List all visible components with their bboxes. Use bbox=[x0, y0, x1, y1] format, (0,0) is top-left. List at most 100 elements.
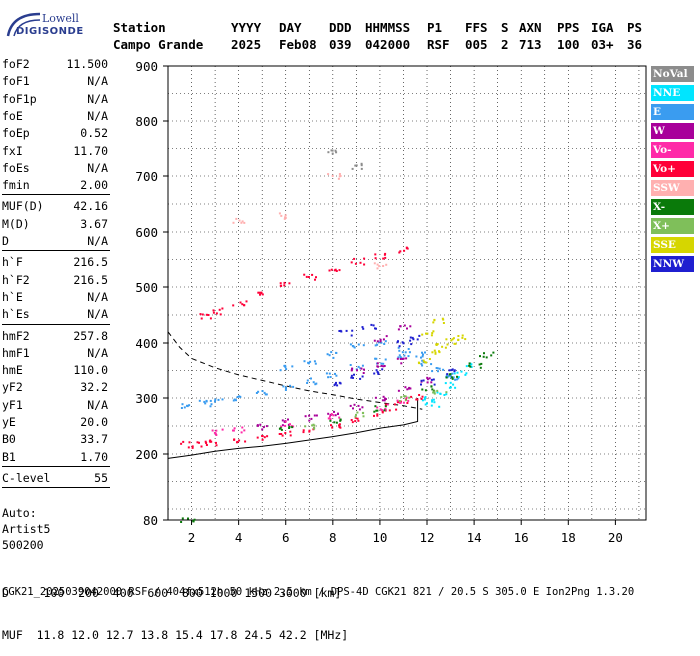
echo-point-e bbox=[205, 400, 208, 403]
echo-point-vo bbox=[384, 403, 387, 406]
echo-point-vo bbox=[335, 270, 338, 272]
echo-point-vo bbox=[330, 413, 333, 415]
echo-point-w bbox=[373, 339, 376, 342]
echo-point-x bbox=[376, 409, 379, 412]
echo-point-nne bbox=[464, 373, 467, 376]
echo-point-e bbox=[408, 351, 411, 354]
muf-distance-table: D 100 200 400 600 800 1000 1500 3000 [km… bbox=[2, 558, 348, 656]
echo-point-noval bbox=[354, 164, 357, 167]
echo-point-w bbox=[363, 368, 365, 371]
logo-arc-icon bbox=[6, 12, 41, 37]
echo-point-e bbox=[309, 360, 312, 363]
header-value-8: 713 bbox=[519, 37, 542, 52]
echo-point-x bbox=[375, 409, 378, 412]
echo-point-w bbox=[313, 414, 316, 417]
param-row-fof1: foF1 N/A bbox=[2, 74, 108, 90]
param-value: N/A bbox=[87, 345, 108, 360]
echo-point-vo bbox=[260, 292, 263, 295]
echo-point-vo bbox=[209, 439, 212, 442]
echo-point-nnw bbox=[333, 384, 336, 387]
param-value: 42.16 bbox=[73, 199, 108, 214]
echo-point-vo bbox=[182, 440, 185, 443]
echo-point-vo bbox=[407, 399, 410, 402]
echo-point-e bbox=[449, 374, 452, 377]
echo-point-vo bbox=[200, 317, 203, 320]
echo-point-nne bbox=[431, 400, 434, 403]
echo-point-nne bbox=[457, 376, 460, 379]
echo-point-x bbox=[482, 355, 485, 358]
param-value: 32.2 bbox=[80, 380, 108, 395]
echo-point-ssw bbox=[337, 177, 340, 180]
echo-point-w bbox=[315, 414, 318, 417]
echo-point-e bbox=[289, 384, 292, 387]
echo-point-nne bbox=[470, 366, 473, 368]
echo-point-e bbox=[214, 400, 216, 403]
echo-point-vo bbox=[384, 256, 387, 259]
echo-point-e bbox=[431, 370, 434, 373]
echo-point-e bbox=[403, 354, 406, 357]
echo-point-sse bbox=[452, 337, 455, 340]
auto-scaling-1: Artist5 bbox=[2, 522, 51, 537]
echo-point-w bbox=[426, 378, 429, 381]
echo-point-x bbox=[451, 377, 454, 380]
echo-point-w bbox=[381, 399, 384, 402]
x-tick-label: 14 bbox=[467, 530, 482, 545]
echo-point-x bbox=[430, 385, 433, 388]
x-tick-label: 16 bbox=[514, 530, 529, 545]
echo-point-e bbox=[264, 393, 267, 396]
echo-point-vo bbox=[398, 251, 401, 254]
echo-point-vo bbox=[379, 408, 382, 411]
echo-point-vo bbox=[331, 426, 334, 429]
echo-point-e bbox=[235, 399, 237, 402]
echo-point-sse bbox=[433, 319, 436, 322]
echo-point-sse bbox=[442, 322, 445, 324]
echo-point-vo bbox=[374, 257, 377, 260]
echo-point-vo bbox=[416, 398, 419, 401]
echo-point-w bbox=[409, 325, 412, 328]
echo-point-x bbox=[355, 413, 357, 416]
echo-point-sse bbox=[461, 334, 464, 337]
header-label-9: PPS bbox=[557, 20, 580, 35]
echo-point-e bbox=[349, 364, 352, 366]
echo-point-w bbox=[426, 381, 429, 384]
echo-point-e bbox=[209, 405, 212, 408]
echo-point-nnw bbox=[397, 340, 399, 343]
echo-point-e bbox=[232, 399, 235, 402]
y-tick-label: 900 bbox=[135, 59, 158, 74]
echo-point-nnw bbox=[352, 376, 354, 379]
echo-point-e bbox=[307, 362, 310, 365]
param-separator bbox=[2, 323, 110, 325]
echo-point-e bbox=[454, 378, 457, 381]
echo-point-e bbox=[265, 393, 268, 396]
echo-point-vo bbox=[244, 440, 247, 443]
param-value: 55 bbox=[94, 470, 108, 485]
echo-point-noval bbox=[331, 149, 334, 152]
echo-point-x bbox=[479, 366, 482, 369]
echo-point-vo bbox=[303, 273, 306, 276]
echo-point-e bbox=[198, 399, 201, 402]
echo-point-nnw bbox=[409, 339, 412, 342]
param-row-mufd: MUF(D) 42.16 bbox=[2, 199, 108, 215]
echo-point-e bbox=[376, 343, 379, 346]
echo-point-e bbox=[397, 346, 400, 349]
echo-point-sse bbox=[457, 338, 460, 341]
echo-point-e bbox=[420, 362, 423, 365]
echo-point-x bbox=[436, 389, 439, 392]
echo-point-x bbox=[433, 390, 436, 393]
echo-point-noval bbox=[330, 149, 333, 152]
echo-point-nnw bbox=[359, 377, 362, 380]
echo-point-x bbox=[181, 517, 184, 520]
echo-point-x bbox=[431, 388, 434, 391]
echo-point-ssw bbox=[338, 173, 341, 175]
y-tick-label: 400 bbox=[135, 336, 158, 351]
header-label-1: YYYY bbox=[231, 20, 262, 35]
param-key: D bbox=[2, 234, 9, 248]
echo-point-vo bbox=[354, 420, 357, 423]
echo-point-x bbox=[485, 356, 488, 359]
echo-point-nnw bbox=[361, 326, 364, 329]
echo-point-vo bbox=[261, 435, 264, 437]
header-label-11: PS bbox=[627, 20, 643, 35]
echo-point-nne bbox=[433, 401, 436, 404]
echo-point-w bbox=[353, 403, 356, 406]
echo-point-e bbox=[353, 346, 356, 349]
